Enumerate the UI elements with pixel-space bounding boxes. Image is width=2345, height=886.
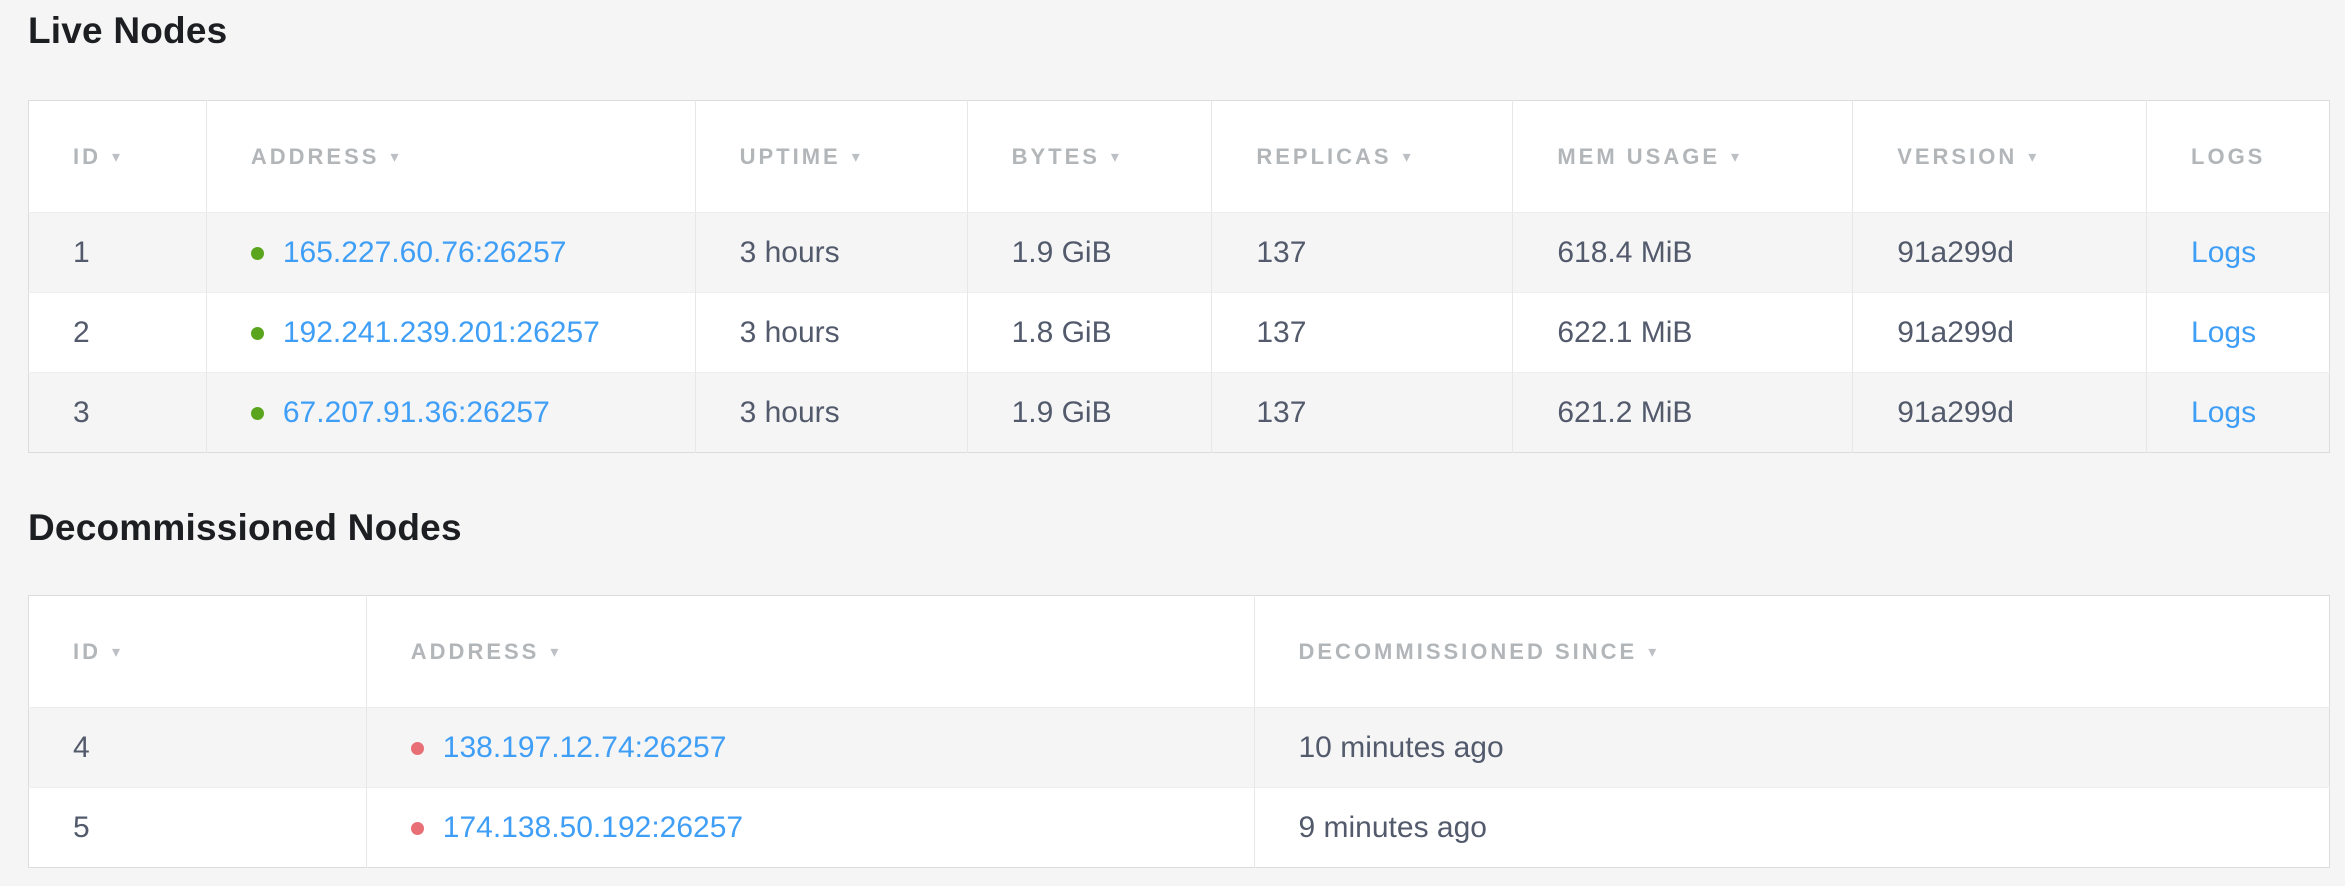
node-address-cell: 174.138.50.192:26257 [365, 787, 1254, 868]
node-address-link[interactable]: 165.227.60.76:26257 [282, 235, 567, 269]
column-header-logs: LOGS [2146, 100, 2330, 213]
column-header-label: ADDRESS [250, 143, 380, 169]
node-replicas-cell: 137 [1211, 372, 1513, 453]
live-nodes-title: Live Nodes [28, 10, 228, 51]
table-row: 2 192.241.239.201:26257 3 hours 1.8 GiB … [28, 292, 2330, 373]
table-row: 1 165.227.60.76:26257 3 hours 1.9 GiB 13… [28, 212, 2330, 293]
column-header-address[interactable]: ADDRESS ▾ [365, 595, 1254, 708]
sort-arrow-icon: ▾ [112, 643, 124, 661]
node-id-cell: 2 [28, 292, 207, 373]
node-address-cell: 67.207.91.36:26257 [205, 372, 696, 453]
sort-arrow-icon: ▾ [1648, 643, 1660, 661]
column-header-address[interactable]: ADDRESS ▾ [205, 100, 696, 213]
node-logs-cell: Logs [2146, 292, 2330, 373]
decommissioned-nodes-title: Decommissioned Nodes [28, 507, 462, 548]
table-row: 3 67.207.91.36:26257 3 hours 1.9 GiB 137… [28, 372, 2330, 453]
node-logs-cell: Logs [2146, 372, 2330, 453]
node-address-link[interactable]: 192.241.239.201:26257 [282, 315, 600, 349]
live-nodes-header-row: ID ▾ ADDRESS ▾ UPTIME ▾ BYTES ▾ REPLICAS ▾ ME… [28, 100, 2330, 213]
node-uptime-cell: 3 hours [694, 292, 968, 373]
decommissioned-nodes-table: ID ▾ ADDRESS ▾ DECOMMISSIONED SINCE ▾ 4 138… [28, 595, 2330, 868]
live-status-dot-icon [250, 246, 264, 260]
column-header-replicas[interactable]: REPLICAS ▾ [1211, 100, 1513, 213]
node-uptime-cell: 3 hours [694, 372, 968, 453]
sort-arrow-icon: ▾ [112, 148, 124, 166]
node-id-cell: 3 [28, 372, 207, 453]
column-header-label: ID [73, 143, 101, 169]
column-header-label: ID [73, 638, 101, 664]
column-header-id[interactable]: ID ▾ [28, 595, 367, 708]
column-header-label: DECOMMISSIONED SINCE [1298, 638, 1638, 664]
node-address-cell: 165.227.60.76:26257 [205, 212, 696, 293]
table-row: 5 174.138.50.192:26257 9 minutes ago [28, 787, 2330, 868]
live-status-dot-icon [250, 406, 264, 420]
column-header-id[interactable]: ID ▾ [28, 100, 207, 213]
decommissioned-since-cell: 10 minutes ago [1253, 707, 2330, 788]
live-status-dot-icon [250, 326, 264, 340]
column-header-label: REPLICAS [1256, 143, 1392, 169]
live-nodes-table: ID ▾ ADDRESS ▾ UPTIME ▾ BYTES ▾ REPLICAS ▾ ME… [28, 100, 2330, 453]
logs-link[interactable]: Logs [2191, 235, 2257, 269]
node-version-cell: 91a299d [1852, 372, 2147, 453]
node-mem-usage-cell: 618.4 MiB [1512, 212, 1853, 293]
column-header-label: LOGS [2191, 143, 2266, 169]
sort-arrow-icon: ▾ [1731, 148, 1743, 166]
logs-link[interactable]: Logs [2191, 395, 2257, 429]
column-header-mem-usage[interactable]: MEM USAGE ▾ [1512, 100, 1853, 213]
node-logs-cell: Logs [2146, 212, 2330, 293]
sort-arrow-icon: ▾ [2028, 148, 2040, 166]
nodes-page: Live Nodes ID ▾ ADDRESS ▾ UPTIME ▾ BYTES ▾ R… [28, 10, 2330, 868]
node-address-cell: 192.241.239.201:26257 [205, 292, 696, 373]
node-version-cell: 91a299d [1852, 292, 2147, 373]
node-replicas-cell: 137 [1211, 212, 1513, 293]
sort-arrow-icon: ▾ [1402, 148, 1414, 166]
node-uptime-cell: 3 hours [694, 212, 968, 293]
column-header-label: BYTES [1011, 143, 1100, 169]
node-address-cell: 138.197.12.74:26257 [365, 707, 1254, 788]
column-header-decommissioned-since[interactable]: DECOMMISSIONED SINCE ▾ [1253, 595, 2330, 708]
column-header-label: VERSION [1897, 143, 2018, 169]
column-header-label: UPTIME [739, 143, 841, 169]
table-row: 4 138.197.12.74:26257 10 minutes ago [28, 707, 2330, 788]
decommissioned-status-dot-icon [410, 821, 424, 835]
node-bytes-cell: 1.9 GiB [966, 372, 1212, 453]
column-header-label: ADDRESS [410, 638, 540, 664]
sort-arrow-icon: ▾ [851, 148, 863, 166]
node-mem-usage-cell: 621.2 MiB [1512, 372, 1853, 453]
logs-link[interactable]: Logs [2191, 315, 2257, 349]
sort-arrow-icon: ▾ [390, 148, 402, 166]
node-id-cell: 1 [28, 212, 207, 293]
decommissioned-nodes-header-row: ID ▾ ADDRESS ▾ DECOMMISSIONED SINCE ▾ [28, 595, 2330, 708]
decommissioned-since-cell: 9 minutes ago [1253, 787, 2330, 868]
node-bytes-cell: 1.8 GiB [966, 292, 1212, 373]
node-version-cell: 91a299d [1852, 212, 2147, 293]
node-id-cell: 5 [28, 787, 367, 868]
column-header-bytes[interactable]: BYTES ▾ [966, 100, 1212, 213]
decommissioned-status-dot-icon [410, 741, 424, 755]
sort-arrow-icon: ▾ [550, 643, 562, 661]
node-address-link[interactable]: 174.138.50.192:26257 [442, 810, 744, 844]
column-header-uptime[interactable]: UPTIME ▾ [694, 100, 968, 213]
node-address-link[interactable]: 67.207.91.36:26257 [282, 395, 550, 429]
node-address-link[interactable]: 138.197.12.74:26257 [442, 730, 727, 764]
column-header-version[interactable]: VERSION ▾ [1852, 100, 2147, 213]
node-replicas-cell: 137 [1211, 292, 1513, 373]
column-header-label: MEM USAGE [1557, 143, 1721, 169]
node-id-cell: 4 [28, 707, 367, 788]
sort-arrow-icon: ▾ [1110, 148, 1122, 166]
node-bytes-cell: 1.9 GiB [966, 212, 1212, 293]
node-mem-usage-cell: 622.1 MiB [1512, 292, 1853, 373]
